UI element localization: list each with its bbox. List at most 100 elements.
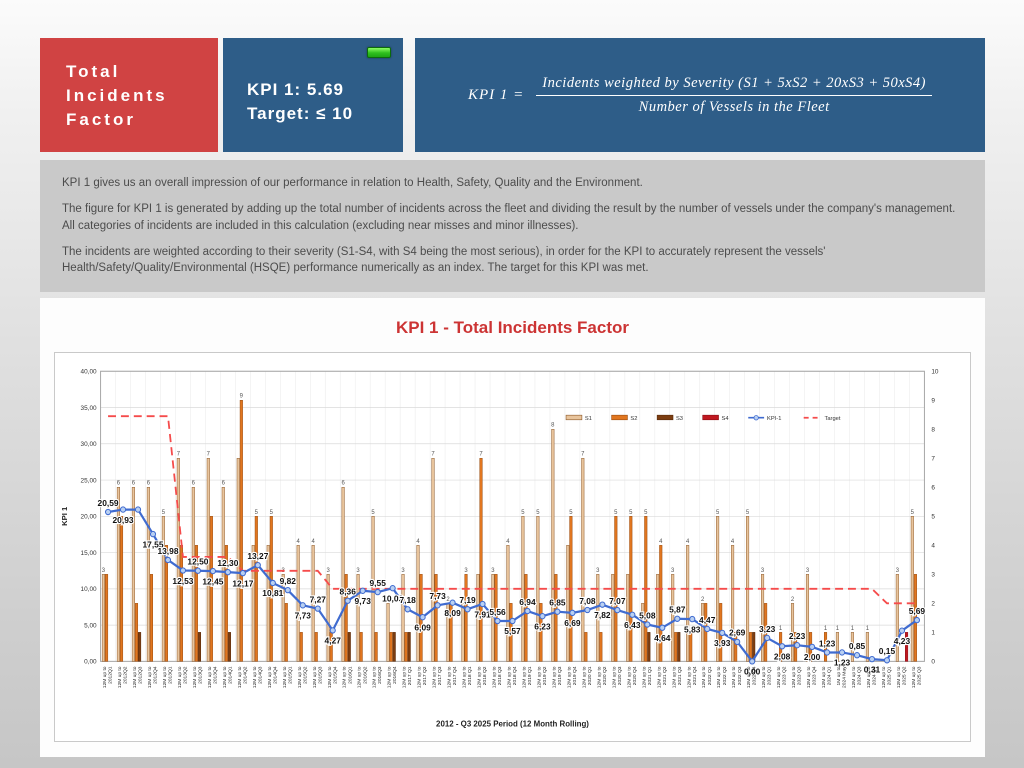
svg-text:12M up to: 12M up to bbox=[192, 666, 198, 688]
svg-text:12M up to: 12M up to bbox=[731, 666, 737, 688]
svg-text:12,50: 12,50 bbox=[187, 556, 208, 566]
kpi-chart: 0,005,0010,0015,0020,0025,0030,0035,0040… bbox=[60, 368, 939, 728]
svg-text:6: 6 bbox=[147, 481, 151, 487]
svg-text:4: 4 bbox=[297, 539, 301, 545]
svg-text:2016Q1: 2016Q1 bbox=[347, 666, 353, 684]
svg-text:6,94: 6,94 bbox=[519, 597, 536, 607]
svg-text:2016Q4: 2016Q4 bbox=[392, 666, 398, 684]
svg-text:12M up to: 12M up to bbox=[746, 666, 752, 688]
left-axis-tick: 5,00 bbox=[84, 622, 97, 629]
svg-text:1: 1 bbox=[851, 626, 855, 632]
bars-s4 bbox=[905, 632, 909, 662]
right-axis-tick: 10 bbox=[931, 368, 939, 375]
svg-text:12M up to: 12M up to bbox=[432, 666, 438, 688]
svg-text:6,69: 6,69 bbox=[564, 618, 581, 628]
svg-text:9,82: 9,82 bbox=[280, 576, 297, 586]
svg-text:12M up to: 12M up to bbox=[806, 666, 812, 688]
svg-text:2018 Q2: 2018 Q2 bbox=[482, 666, 488, 685]
svg-text:2012Q2: 2012Q2 bbox=[123, 666, 129, 684]
svg-text:2025 Q3: 2025 Q3 bbox=[917, 666, 923, 685]
svg-text:3: 3 bbox=[806, 568, 810, 574]
description-paragraph-3: The incidents are weighted according to … bbox=[62, 245, 826, 275]
y-axis-title: KPI 1 bbox=[60, 507, 69, 526]
svg-text:4,47: 4,47 bbox=[699, 615, 716, 625]
svg-text:12M up to: 12M up to bbox=[821, 666, 827, 688]
svg-text:5: 5 bbox=[536, 510, 540, 516]
svg-text:12M up to: 12M up to bbox=[102, 666, 108, 688]
svg-text:2: 2 bbox=[446, 597, 450, 603]
svg-text:9,55: 9,55 bbox=[369, 578, 386, 588]
svg-text:2022 Q4: 2022 Q4 bbox=[752, 666, 758, 685]
svg-text:4,64: 4,64 bbox=[654, 633, 671, 643]
kpi-value-panel: KPI 1: 5.69 Target: ≤ 10 bbox=[223, 38, 403, 152]
svg-text:12M up to: 12M up to bbox=[312, 666, 318, 688]
svg-text:12,45: 12,45 bbox=[202, 576, 223, 586]
svg-text:12M up to: 12M up to bbox=[147, 666, 153, 688]
right-axis-tick: 2 bbox=[931, 601, 935, 608]
svg-text:5: 5 bbox=[371, 510, 375, 516]
kpi-line-markers bbox=[104, 506, 921, 665]
svg-text:4: 4 bbox=[731, 539, 735, 545]
svg-text:9: 9 bbox=[240, 394, 244, 400]
svg-text:6: 6 bbox=[117, 481, 121, 487]
svg-text:2014Q1: 2014Q1 bbox=[228, 666, 234, 684]
svg-text:2022 Q2: 2022 Q2 bbox=[722, 666, 728, 685]
svg-text:2018 Q3: 2018 Q3 bbox=[497, 666, 503, 685]
svg-text:2021 Q2: 2021 Q2 bbox=[662, 666, 668, 685]
svg-text:2015Q3: 2015Q3 bbox=[317, 666, 323, 684]
svg-text:12M up to: 12M up to bbox=[866, 666, 872, 688]
svg-text:S1: S1 bbox=[585, 416, 592, 422]
svg-text:12M up to: 12M up to bbox=[492, 666, 498, 688]
svg-text:12M up to: 12M up to bbox=[896, 666, 902, 688]
svg-text:8,36: 8,36 bbox=[340, 586, 357, 596]
chart-card: KPI 1 - Total Incidents Factor 0,00 5,00 1… bbox=[40, 298, 985, 757]
chart-legend bbox=[565, 414, 822, 421]
right-axis-tick: 9 bbox=[931, 397, 935, 404]
svg-text:6,85: 6,85 bbox=[549, 597, 566, 607]
svg-text:7: 7 bbox=[177, 452, 181, 458]
svg-text:5,69: 5,69 bbox=[909, 606, 926, 616]
left-axis-tick: 15,00 bbox=[81, 550, 97, 557]
svg-text:2022 Q3: 2022 Q3 bbox=[737, 666, 743, 685]
svg-text:2020 Q3: 2020 Q3 bbox=[617, 666, 623, 685]
svg-text:5: 5 bbox=[162, 510, 166, 516]
svg-text:12M up to: 12M up to bbox=[117, 666, 123, 688]
svg-text:7: 7 bbox=[581, 452, 585, 458]
svg-text:2018 Q4: 2018 Q4 bbox=[512, 666, 518, 685]
svg-text:5: 5 bbox=[521, 510, 525, 516]
svg-text:3: 3 bbox=[671, 568, 675, 574]
svg-text:12M up to: 12M up to bbox=[342, 666, 348, 688]
svg-text:6: 6 bbox=[192, 481, 196, 487]
svg-text:2017 Q4: 2017 Q4 bbox=[452, 666, 458, 685]
svg-text:2024 Q3: 2024 Q3 bbox=[857, 666, 863, 685]
svg-text:12M up to: 12M up to bbox=[552, 666, 558, 688]
left-axis-tick: 20,00 bbox=[81, 513, 97, 520]
svg-text:7,73: 7,73 bbox=[429, 591, 446, 601]
description-paragraph-1: KPI 1 gives us an overall impression of … bbox=[62, 177, 643, 189]
svg-text:10,09: 10,09 bbox=[382, 593, 403, 603]
svg-text:3: 3 bbox=[401, 568, 405, 574]
svg-text:3: 3 bbox=[464, 568, 468, 574]
svg-text:2024 Q4: 2024 Q4 bbox=[872, 666, 878, 685]
svg-text:1: 1 bbox=[779, 626, 783, 632]
svg-text:12,30: 12,30 bbox=[217, 558, 238, 568]
svg-text:12M up to: 12M up to bbox=[132, 666, 138, 688]
svg-text:2: 2 bbox=[791, 597, 795, 603]
svg-text:2014Q4: 2014Q4 bbox=[272, 666, 278, 684]
svg-text:1: 1 bbox=[866, 626, 870, 632]
svg-text:2024 May: 2024 May bbox=[842, 666, 848, 688]
svg-text:0,15: 0,15 bbox=[879, 646, 896, 656]
svg-text:5: 5 bbox=[614, 510, 618, 516]
kpi-target: Target: ≤ 10 bbox=[247, 103, 354, 123]
svg-text:2,69: 2,69 bbox=[729, 628, 746, 638]
svg-text:12M up to: 12M up to bbox=[626, 666, 632, 688]
svg-text:2019 Q2: 2019 Q2 bbox=[542, 666, 548, 685]
svg-text:12M up to: 12M up to bbox=[207, 666, 213, 688]
svg-text:S4: S4 bbox=[722, 416, 730, 422]
svg-text:2019 Q3: 2019 Q3 bbox=[557, 666, 563, 685]
svg-text:20,93: 20,93 bbox=[113, 515, 134, 525]
svg-text:6,09: 6,09 bbox=[414, 622, 431, 632]
formula-fraction: Incidents weighted by Severity (S1 + 5xS… bbox=[536, 75, 932, 116]
svg-text:2017 Q3: 2017 Q3 bbox=[437, 666, 443, 685]
svg-text:6,23: 6,23 bbox=[534, 621, 551, 631]
